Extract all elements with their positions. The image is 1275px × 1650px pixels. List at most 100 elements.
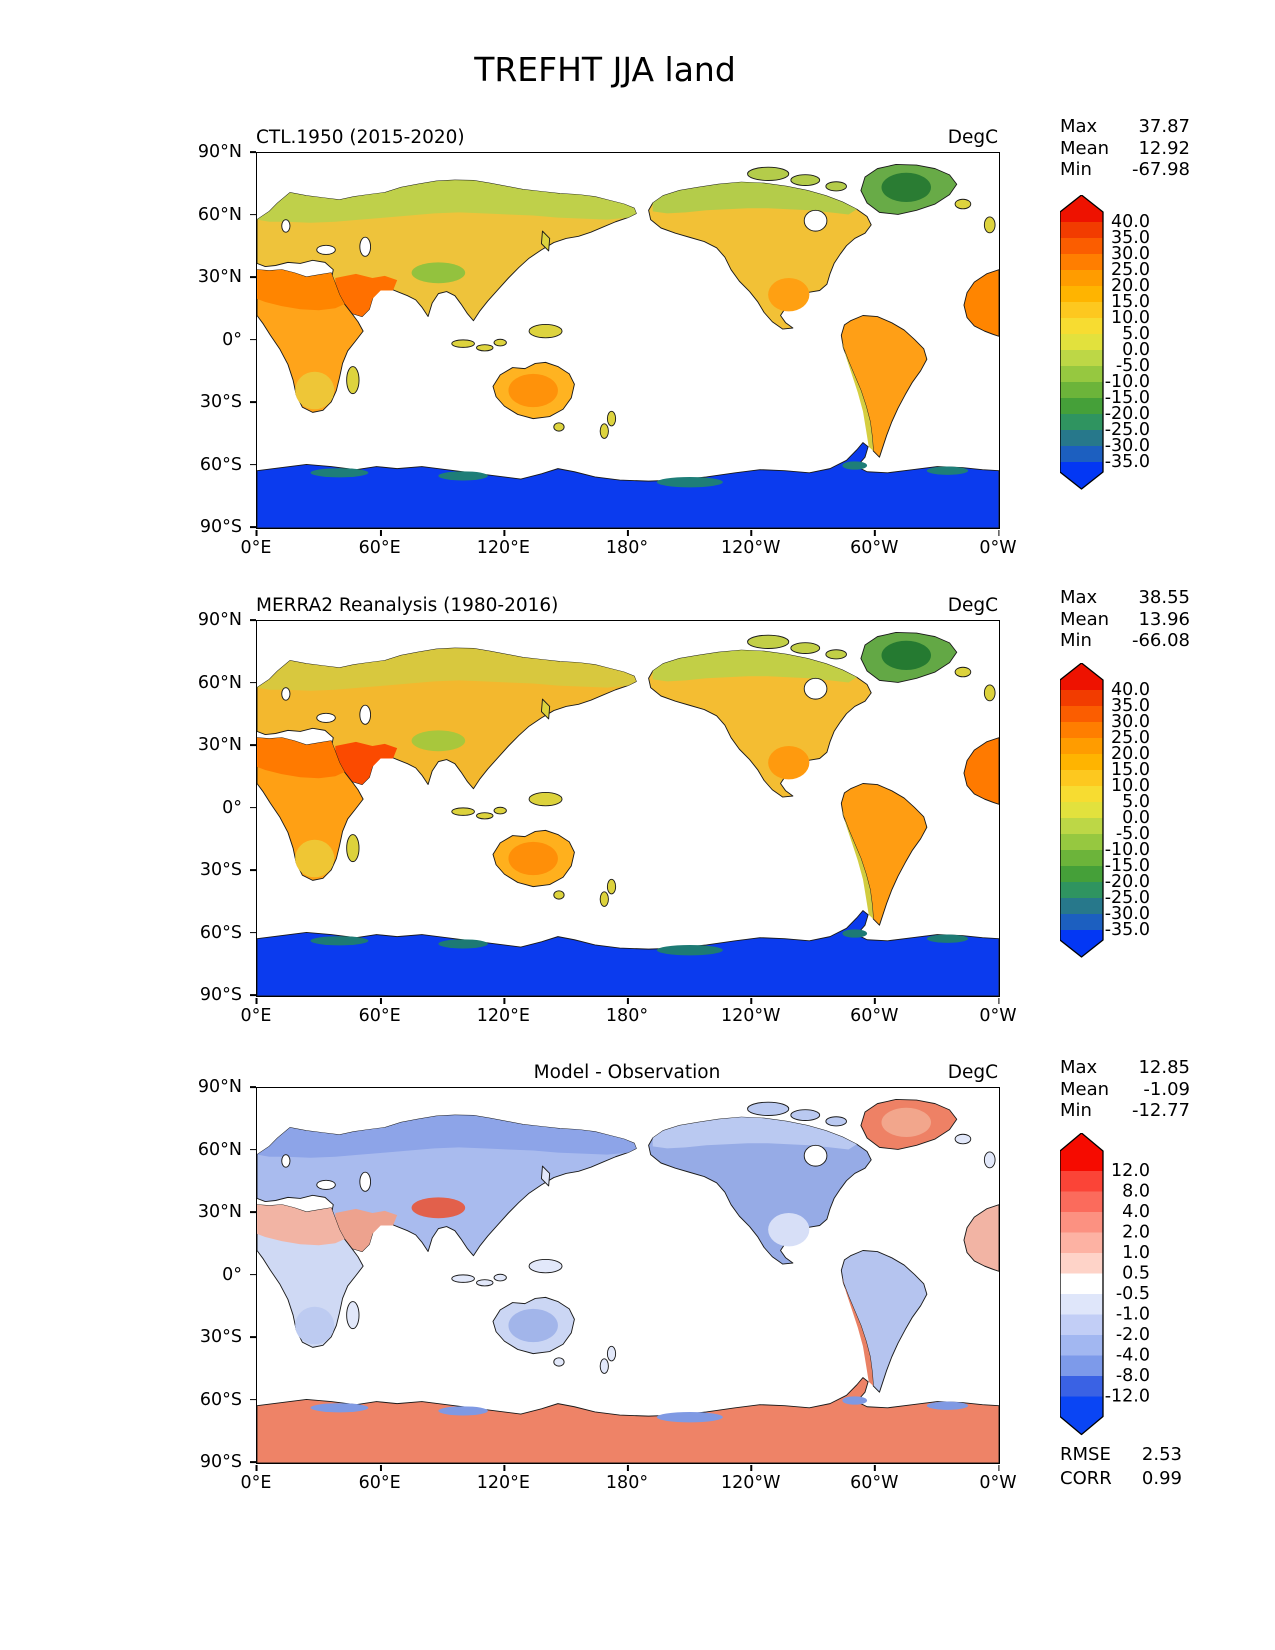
x-tick-label: 0°E bbox=[240, 1464, 272, 1493]
y-tick-label: 60°S bbox=[199, 1389, 242, 1410]
svg-text:-20.0: -20.0 bbox=[1105, 872, 1150, 892]
x-tick-label: 0°E bbox=[240, 997, 272, 1026]
svg-text:40.0: 40.0 bbox=[1111, 680, 1150, 700]
panel-obs-y-axis: 90°N 60°N 30°N 0° 30°S 60°S 90°S bbox=[140, 610, 250, 1005]
figure-title: TREFHT JJA land bbox=[474, 50, 736, 89]
svg-text:30.0: 30.0 bbox=[1111, 244, 1150, 264]
svg-text:20.0: 20.0 bbox=[1111, 744, 1150, 764]
svg-text:-35.0: -35.0 bbox=[1105, 452, 1150, 472]
svg-text:-1.0: -1.0 bbox=[1116, 1305, 1150, 1325]
svg-text:-8.0: -8.0 bbox=[1116, 1366, 1150, 1386]
colorbar-difference: 12.0 8.0 4.0 2.0 1.0 0.5 -0.5 -1.0 -2.0 -4.0 -8.0-… bbox=[1059, 1132, 1210, 1441]
svg-text:-30.0: -30.0 bbox=[1105, 436, 1150, 456]
x-tick-label: 0°W bbox=[979, 529, 1017, 558]
svg-text:0.5: 0.5 bbox=[1122, 1264, 1150, 1284]
panel-model-title: CTL.1950 (2015-2020) bbox=[256, 127, 465, 148]
svg-text:-5.0: -5.0 bbox=[1116, 824, 1150, 844]
x-tick-label: 60°E bbox=[358, 529, 401, 558]
stat-row: Mean 13.96 bbox=[1060, 608, 1190, 630]
colorbar-model: 40.0 35.0 30.0 25.0 20.0 15.0 10.0 5.0 0.0 -5.0 -1… bbox=[1059, 194, 1210, 495]
svg-text:25.0: 25.0 bbox=[1111, 260, 1150, 280]
y-tick-label: 30°S bbox=[199, 392, 242, 412]
svg-text:-10.0: -10.0 bbox=[1105, 372, 1150, 392]
y-tick-label: 30°N bbox=[197, 1202, 242, 1222]
svg-text:1.0: 1.0 bbox=[1122, 1243, 1150, 1263]
svg-text:-2.0: -2.0 bbox=[1116, 1325, 1150, 1345]
svg-text:10.0: 10.0 bbox=[1111, 308, 1150, 328]
y-tick-label: 90°N bbox=[197, 610, 242, 630]
stat-row: Min -67.98 bbox=[1060, 159, 1190, 180]
stat-row: Max 12.85 bbox=[1060, 1057, 1190, 1078]
svg-text:40.0: 40.0 bbox=[1111, 212, 1150, 232]
stat-row: Mean -1.09 bbox=[1060, 1078, 1190, 1100]
panel-diff-title: Model - Observation bbox=[533, 1062, 721, 1083]
panel-model-header: CTL.1950 (2015-2020) DegC bbox=[256, 122, 998, 148]
svg-text:12.0: 12.0 bbox=[1111, 1161, 1150, 1181]
svg-text:-12.0: -12.0 bbox=[1105, 1387, 1150, 1407]
svg-text:-20.0: -20.0 bbox=[1105, 404, 1150, 424]
panel-obs-title: MERRA2 Reanalysis (1980-2016) bbox=[256, 595, 559, 616]
svg-text:-0.5: -0.5 bbox=[1116, 1284, 1150, 1304]
y-tick-label: 60°N bbox=[197, 1139, 242, 1160]
y-tick-label: 30°S bbox=[199, 860, 242, 880]
world-map-model bbox=[256, 152, 1000, 529]
x-tick-label: 120°E bbox=[476, 1464, 530, 1493]
panel-model-units-label: DegC bbox=[947, 127, 998, 148]
world-map-observation bbox=[256, 620, 1000, 997]
x-tick-label: 180° bbox=[605, 1464, 649, 1493]
panel-obs-stats: Max 38.55 Mean 13.96 Min -66.08 bbox=[1060, 587, 1190, 652]
panel-obs-x-axis: 0°E 60°E 120°E 180° 120°W 60°W 0°W bbox=[241, 997, 1017, 1026]
y-tick-label: 90°S bbox=[199, 1452, 242, 1472]
x-tick-label: 180° bbox=[605, 529, 649, 558]
panel-diff-y-axis: 90°N 60°N 30°N 0° 30°S 60°S 90°S bbox=[140, 1077, 250, 1472]
y-tick-label: 90°N bbox=[197, 142, 242, 162]
y-tick-label: 60°N bbox=[197, 672, 242, 693]
svg-text:15.0: 15.0 bbox=[1111, 292, 1150, 312]
svg-text:4.0: 4.0 bbox=[1122, 1202, 1150, 1222]
y-tick-label: 60°S bbox=[199, 454, 242, 475]
svg-text:35.0: 35.0 bbox=[1111, 696, 1150, 716]
x-tick-label: 0°W bbox=[979, 1464, 1017, 1493]
y-tick-label: 30°N bbox=[197, 735, 242, 755]
corr-row: CORR 0.99 bbox=[1060, 1467, 1182, 1489]
x-tick-label: 120°E bbox=[476, 997, 530, 1026]
svg-text:-25.0: -25.0 bbox=[1105, 420, 1150, 440]
stat-row: Max 37.87 bbox=[1060, 116, 1190, 137]
x-tick-label: 120°W bbox=[720, 997, 781, 1026]
y-tick-label: 30°N bbox=[197, 267, 242, 287]
panel-model-stats: Max 37.87 Mean 12.92 Min -67.98 bbox=[1060, 116, 1190, 181]
panel-obs-units-label: DegC bbox=[947, 595, 998, 616]
panel-diff-header: Model - Observation DegC bbox=[256, 1057, 998, 1083]
rmse-row: RMSE 2.53 bbox=[1060, 1444, 1182, 1465]
x-tick-label: 180° bbox=[605, 997, 649, 1026]
y-tick-label: 90°S bbox=[199, 517, 242, 537]
x-tick-label: 60°W bbox=[850, 997, 899, 1026]
svg-text:-10.0: -10.0 bbox=[1105, 840, 1150, 860]
y-tick-label: 0° bbox=[222, 797, 242, 818]
svg-text:35.0: 35.0 bbox=[1111, 228, 1150, 248]
svg-text:15.0: 15.0 bbox=[1111, 760, 1150, 780]
svg-text:-15.0: -15.0 bbox=[1105, 388, 1150, 408]
panel-diff-stats: Max 12.85 Mean -1.09 Min -12.77 bbox=[1060, 1057, 1190, 1122]
y-tick-label: 60°N bbox=[197, 204, 242, 225]
svg-text:8.0: 8.0 bbox=[1122, 1182, 1150, 1202]
x-tick-label: 120°E bbox=[476, 529, 530, 558]
x-tick-label: 60°W bbox=[850, 529, 899, 558]
svg-text:5.0: 5.0 bbox=[1122, 792, 1150, 812]
stat-row: Max 38.55 bbox=[1060, 587, 1190, 608]
svg-text:-30.0: -30.0 bbox=[1105, 904, 1150, 924]
panel-diff-x-axis: 0°E 60°E 120°E 180° 120°W 60°W 0°W bbox=[241, 1464, 1017, 1493]
svg-text:25.0: 25.0 bbox=[1111, 728, 1150, 748]
stat-row: Min -66.08 bbox=[1060, 630, 1190, 651]
panel-model-y-axis: 90°N 60°N 30°N 0° 30°S 60°S 90°S bbox=[140, 142, 250, 537]
svg-text:0.0: 0.0 bbox=[1122, 340, 1150, 360]
panel-model-x-axis: 0°E 60°E 120°E 180° 120°W 60°W 0°W bbox=[241, 529, 1017, 558]
y-tick-label: 90°S bbox=[199, 985, 242, 1005]
y-tick-label: 0° bbox=[222, 329, 242, 350]
x-tick-label: 60°E bbox=[358, 1464, 401, 1493]
svg-text:-35.0: -35.0 bbox=[1105, 920, 1150, 940]
x-tick-label: 0°E bbox=[240, 529, 272, 558]
svg-text:-4.0: -4.0 bbox=[1116, 1346, 1150, 1366]
svg-text:2.0: 2.0 bbox=[1122, 1223, 1150, 1243]
